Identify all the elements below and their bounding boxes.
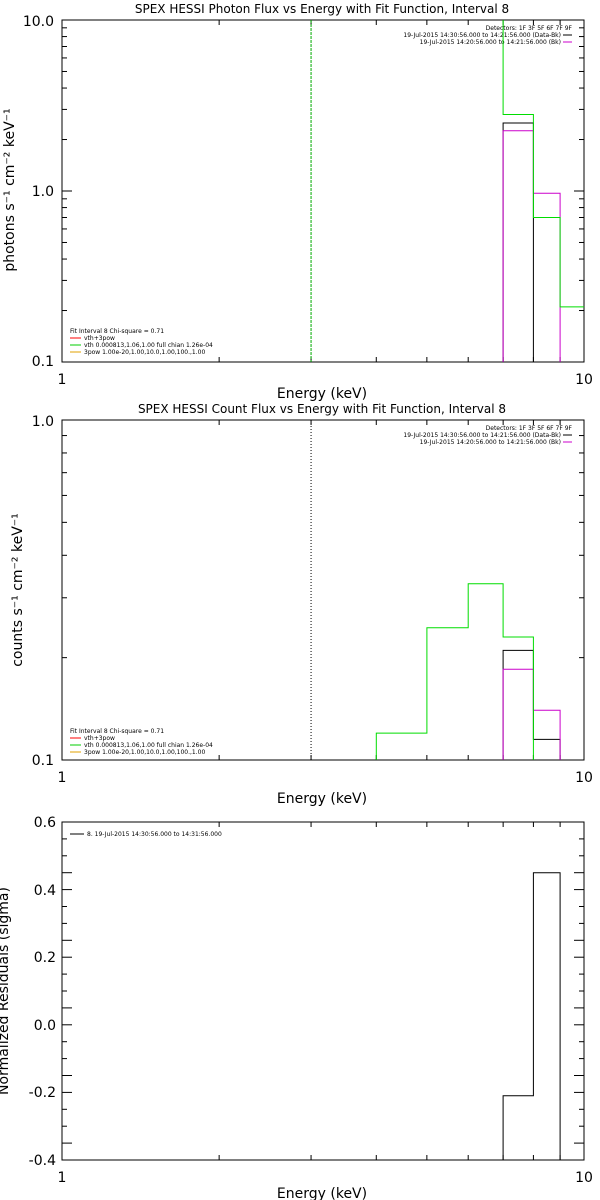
- series-vth-3pow: [502, 20, 584, 308]
- marks-photon-flux: [61, 19, 585, 363]
- header-detectors: Detectors: 1F 3F 5F 6F 7F 9F: [486, 425, 573, 432]
- y-tick-label-0.4: 0.4: [34, 883, 56, 899]
- header-data-bk: 19-Jul-2015 14:30:56.000 to 14:21:56.000…: [403, 32, 561, 39]
- y-axis-label: counts s⁻¹ cm⁻² keV⁻¹: [10, 513, 26, 667]
- series-bk: [502, 130, 561, 362]
- y-tick-label-0.0: 0.0: [34, 1018, 56, 1034]
- x-axis-label: Energy (keV): [277, 791, 367, 807]
- legend-interval: 8. 19-Jul-2015 14:30:56.000 to 14:31:56.…: [87, 831, 222, 838]
- y-tick-label-minus-0.4: -0.4: [29, 1153, 56, 1169]
- series-data-bk: [502, 122, 534, 362]
- legend-vth3pow: vth+3pow: [84, 735, 115, 742]
- x-tick-label-10: 10: [575, 770, 593, 786]
- panel-count-flux: SPEX HESSI Count Flux vs Energy with Fit…: [10, 402, 593, 807]
- x-tick-label-1: 1: [58, 1170, 67, 1186]
- y-tick-label-0.1: 0.1: [32, 753, 54, 769]
- chart-title: SPEX HESSI Photon Flux vs Energy with Fi…: [135, 2, 509, 16]
- plot-frame: [61, 419, 585, 761]
- plot-frame: [61, 821, 585, 1161]
- y-tick-label-minus-0.2: -0.2: [29, 1085, 56, 1101]
- series-vth-3pow: [375, 583, 534, 760]
- x-tick-label-1: 1: [58, 770, 67, 786]
- y-tick-label-0.2: 0.2: [34, 950, 56, 966]
- marks-count-flux: [61, 419, 585, 761]
- series-bk: [502, 668, 561, 760]
- y-tick-label-0.6: 0.6: [34, 815, 56, 831]
- y-tick-label-10: 10.0: [23, 14, 54, 30]
- y-axis-label: photons s⁻¹ cm⁻² keV⁻¹: [2, 108, 18, 271]
- y-tick-label-1: 1.0: [32, 414, 54, 430]
- series-residuals: [502, 872, 561, 1160]
- panel-photon-flux: SPEX HESSI Photon Flux vs Energy with Fi…: [2, 2, 593, 402]
- y-tick-label-0.1: 0.1: [32, 354, 54, 370]
- legend-vth3pow: vth+3pow: [84, 335, 115, 342]
- header-detectors: Detectors: 1F 3F 5F 6F 7F 9F: [486, 25, 573, 32]
- legend-3pow: 3pow 1.00e-20,1.00,10.0,1.00,100.,1.00: [84, 749, 205, 756]
- x-tick-label-10: 10: [575, 372, 593, 388]
- fit-info: Fit Interval 8 Chi-square = 0.71: [70, 728, 164, 735]
- panel-residuals: Energy (keV) Normalized Residuals (sigma…: [0, 815, 593, 1200]
- fit-info: Fit Interval 8 Chi-square = 0.71: [70, 328, 164, 335]
- x-tick-label-10: 10: [575, 1170, 593, 1186]
- x-axis-label: Energy (keV): [277, 1186, 367, 1200]
- x-tick-label-1: 1: [58, 372, 67, 388]
- header-bk: 19-Jul-2015 14:20:56.000 to 14:21:56.000…: [420, 39, 561, 46]
- header-data-bk: 19-Jul-2015 14:30:56.000 to 14:21:56.000…: [403, 432, 561, 439]
- y-tick-label-1: 1.0: [32, 184, 54, 200]
- legend-vth: vth 0.000813,1.06,1.00 full chian 1.26e-…: [84, 342, 213, 349]
- series-data-bk: [502, 649, 561, 760]
- plot-frame: [61, 19, 585, 363]
- marks-residuals: [61, 821, 585, 1161]
- legend-3pow: 3pow 1.00e-20,1.00,10.0,1.00,100.,1.00: [84, 349, 205, 356]
- y-axis-label: Normalized Residuals (sigma): [0, 887, 12, 1095]
- x-axis-label: Energy (keV): [277, 386, 367, 402]
- chart-title: SPEX HESSI Count Flux vs Energy with Fit…: [138, 402, 506, 416]
- header-bk: 19-Jul-2015 14:20:56.000 to 14:21:56.000…: [420, 439, 561, 446]
- legend-vth: vth 0.000813,1.06,1.00 full chian 1.26e-…: [84, 742, 213, 749]
